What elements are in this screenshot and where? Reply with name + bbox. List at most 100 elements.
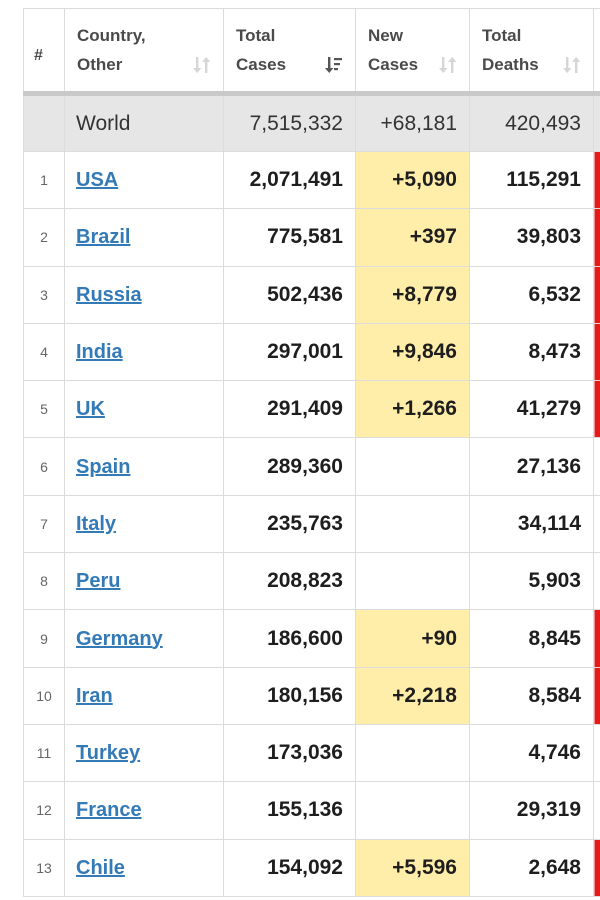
- new-cases-cell: [355, 494, 470, 554]
- world-new-deaths-cell: [593, 93, 600, 152]
- country-cell: Brazil: [64, 208, 224, 267]
- table-header-row: # Country, Other Total Cases New: [23, 8, 600, 96]
- rank-cell: 5: [23, 380, 65, 439]
- total-cases-cell: 775,581: [223, 208, 356, 267]
- rank-cell: 4: [23, 322, 65, 382]
- country-link[interactable]: Russia: [76, 283, 142, 306]
- total-cases-cell: 155,136: [223, 781, 356, 840]
- country-link[interactable]: India: [76, 341, 123, 364]
- country-cell: Turkey: [64, 723, 224, 783]
- new-deaths-cell: [593, 552, 600, 611]
- rank-cell: 9: [23, 609, 65, 668]
- world-name: World: [64, 93, 224, 152]
- rank-cell: 1: [23, 150, 65, 210]
- total-deaths-cell: 27,136: [469, 437, 594, 496]
- table-row: 13 Chile 154,092 +5,596 2,648: [23, 838, 600, 897]
- column-header-new-cases-label-line1: New: [368, 26, 403, 45]
- country-link[interactable]: Chile: [76, 856, 125, 879]
- country-cell: India: [64, 322, 224, 382]
- country-cell: Germany: [64, 609, 224, 668]
- country-link[interactable]: Peru: [76, 570, 121, 593]
- new-cases-cell: +397: [355, 208, 470, 267]
- rank-cell: 12: [23, 781, 65, 840]
- world-total-deaths: 420,493: [469, 93, 594, 152]
- new-deaths-cell: [593, 781, 600, 840]
- covid-stats-table: # Country, Other Total Cases New: [23, 8, 600, 897]
- total-cases-cell: 2,071,491: [223, 150, 356, 210]
- total-deaths-cell: 5,903: [469, 552, 594, 611]
- table-row: 10 Iran 180,156 +2,218 8,584: [23, 666, 600, 725]
- column-header-country-label-line2: Other: [77, 55, 123, 74]
- new-deaths-cell: [593, 609, 600, 668]
- table-row: 9 Germany 186,600 +90 8,845: [23, 609, 600, 668]
- country-cell: Spain: [64, 437, 224, 496]
- new-cases-cell: [355, 437, 470, 496]
- total-deaths-cell: 29,319: [469, 781, 594, 840]
- country-link[interactable]: USA: [76, 169, 119, 192]
- new-cases-cell: +2,218: [355, 666, 470, 725]
- sort-updown-icon[interactable]: [193, 55, 211, 75]
- sort-updown-icon[interactable]: [439, 55, 457, 75]
- column-header-new-cases[interactable]: New Cases: [355, 8, 470, 96]
- new-deaths-cell: [593, 666, 600, 725]
- column-header-total-cases[interactable]: Total Cases: [223, 8, 356, 96]
- total-deaths-cell: 6,532: [469, 265, 594, 324]
- country-link[interactable]: Turkey: [76, 742, 141, 765]
- new-cases-cell: +90: [355, 609, 470, 668]
- total-deaths-cell: 41,279: [469, 380, 594, 439]
- column-header-country[interactable]: Country, Other: [64, 8, 224, 96]
- column-header-rank-label: #: [34, 46, 43, 64]
- total-cases-cell: 291,409: [223, 380, 356, 439]
- column-header-new-deaths[interactable]: [593, 8, 600, 96]
- table-row: 8 Peru 208,823 5,903: [23, 552, 600, 611]
- table-row: 11 Turkey 173,036 4,746: [23, 723, 600, 783]
- table-row: 3 Russia 502,436 +8,779 6,532: [23, 265, 600, 324]
- total-deaths-cell: 115,291: [469, 150, 594, 210]
- total-cases-cell: 154,092: [223, 838, 356, 897]
- country-link[interactable]: Italy: [76, 512, 117, 535]
- new-deaths-cell: [593, 838, 600, 897]
- rank-cell: 6: [23, 437, 65, 496]
- new-cases-cell: +1,266: [355, 380, 470, 439]
- column-header-total-deaths[interactable]: Total Deaths: [469, 8, 594, 96]
- column-header-total-deaths-label-line1: Total: [482, 26, 522, 45]
- world-new-cases: +68,181: [355, 93, 470, 152]
- table-row: 6 Spain 289,360 27,136: [23, 437, 600, 496]
- new-deaths-cell: [593, 208, 600, 267]
- new-deaths-cell: [593, 723, 600, 783]
- country-cell: UK: [64, 380, 224, 439]
- sort-updown-icon[interactable]: [563, 55, 581, 75]
- new-deaths-cell: [593, 380, 600, 439]
- country-link[interactable]: UK: [76, 398, 105, 421]
- column-header-rank[interactable]: #: [23, 8, 65, 96]
- total-cases-cell: 186,600: [223, 609, 356, 668]
- sort-descending-icon[interactable]: [325, 55, 343, 75]
- table-row: 1 USA 2,071,491 +5,090 115,291: [23, 150, 600, 210]
- new-deaths-cell: [593, 494, 600, 554]
- country-cell: Peru: [64, 552, 224, 611]
- column-header-total-cases-label-line1: Total: [236, 26, 276, 45]
- total-cases-cell: 289,360: [223, 437, 356, 496]
- column-header-total-cases-label-line2: Cases: [236, 55, 287, 74]
- new-cases-cell: [355, 781, 470, 840]
- country-cell: Iran: [64, 666, 224, 725]
- table-row: 5 UK 291,409 +1,266 41,279: [23, 380, 600, 439]
- table-row: 4 India 297,001 +9,846 8,473: [23, 322, 600, 382]
- country-link[interactable]: Brazil: [76, 226, 131, 249]
- country-link[interactable]: France: [76, 799, 142, 822]
- country-link[interactable]: Iran: [76, 684, 113, 707]
- rank-cell: 10: [23, 666, 65, 725]
- new-cases-cell: [355, 552, 470, 611]
- total-cases-cell: 502,436: [223, 265, 356, 324]
- total-cases-cell: 297,001: [223, 322, 356, 382]
- world-rank-cell: [23, 93, 65, 152]
- total-deaths-cell: 4,746: [469, 723, 594, 783]
- country-cell: France: [64, 781, 224, 840]
- total-cases-cell: 235,763: [223, 494, 356, 554]
- new-deaths-cell: [593, 265, 600, 324]
- table-row: 12 France 155,136 29,319: [23, 781, 600, 840]
- total-cases-cell: 180,156: [223, 666, 356, 725]
- country-link[interactable]: Germany: [76, 627, 163, 650]
- country-cell: Italy: [64, 494, 224, 554]
- country-link[interactable]: Spain: [76, 455, 131, 478]
